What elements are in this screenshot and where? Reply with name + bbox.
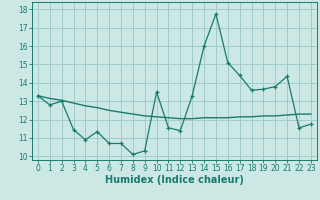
X-axis label: Humidex (Indice chaleur): Humidex (Indice chaleur) xyxy=(105,175,244,185)
